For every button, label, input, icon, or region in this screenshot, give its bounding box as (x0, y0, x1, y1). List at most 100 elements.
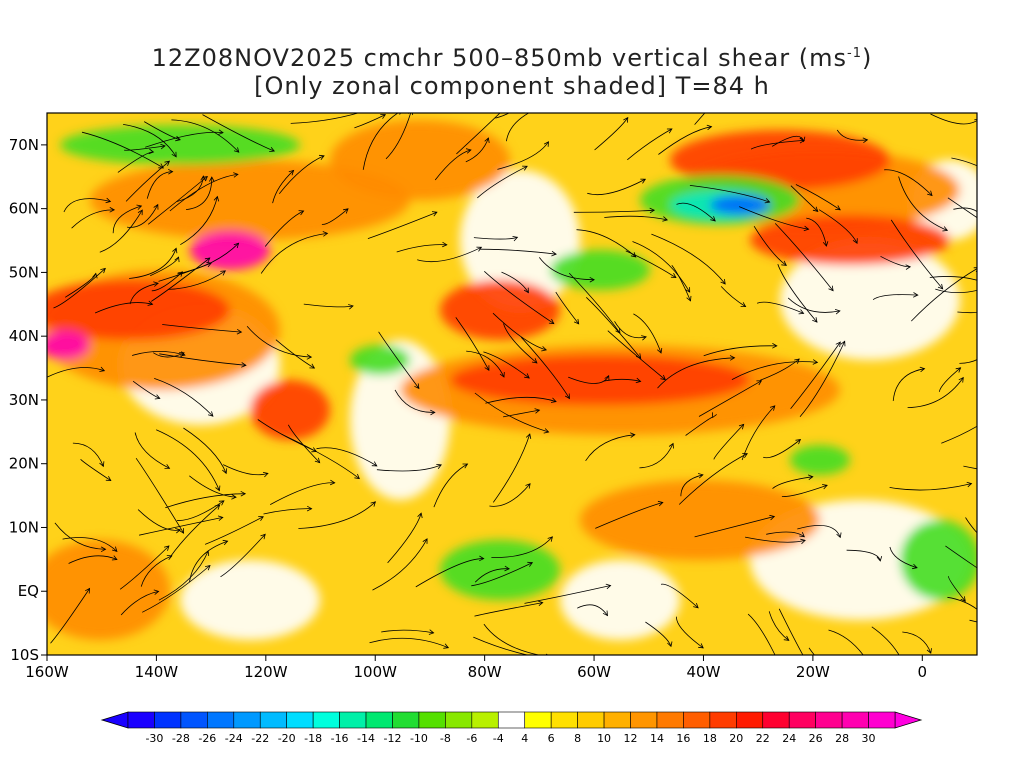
colorbar-low-arrow (100, 711, 129, 729)
streamline-52 (477, 165, 528, 199)
streamline-184 (189, 540, 228, 583)
streamline-arrow-50 (913, 292, 919, 298)
shade-patch-3 (780, 240, 960, 360)
colorbar-label-6: -18 (304, 732, 322, 745)
streamline-41 (367, 211, 438, 239)
colorbar-swatch-26 (815, 711, 843, 729)
streamline-arrow-215 (635, 377, 642, 384)
streamlines (47, 65, 1024, 655)
streamline-15 (53, 268, 106, 309)
streamline-arrow-111 (635, 353, 642, 359)
streamline-arrow-122 (298, 210, 305, 216)
streamline-arrow-59 (697, 473, 704, 479)
streamline-arrow-139 (795, 438, 802, 445)
streamline-159 (387, 513, 422, 564)
colorbar-label-13: -4 (493, 732, 504, 745)
streamline-95 (376, 464, 442, 472)
streamline-arrow-91 (164, 464, 171, 469)
streamline-arrow-64 (551, 250, 557, 257)
streamline-71 (889, 483, 972, 491)
streamline-arrow-175 (783, 635, 790, 641)
shade-patch-10 (90, 160, 410, 240)
colorbar-label-17: 10 (597, 732, 611, 745)
streamline-arrow-195 (772, 343, 778, 349)
streamline-arrow-25 (160, 143, 166, 150)
streamline-arrow-33 (710, 216, 716, 222)
streamline-178 (963, 465, 977, 470)
streamline-arrow-45 (822, 484, 828, 490)
shade-patch-15 (47, 280, 230, 340)
streamline-arrow-31 (800, 538, 806, 545)
streamline-172 (497, 141, 549, 170)
lon-tick-label-3: 100W (354, 663, 398, 681)
streamline-arrow-62 (177, 271, 184, 277)
streamline-195 (703, 345, 777, 357)
streamline-arrow-153 (840, 340, 846, 347)
colorbar-label-16: 8 (574, 732, 581, 745)
streamline-arrow-71 (966, 481, 973, 488)
lat-tick-label-7: 60N (9, 200, 39, 218)
streamline-138 (474, 602, 543, 617)
streamline-129 (278, 155, 325, 194)
streamline-arrow-124 (525, 483, 531, 489)
streamline-34 (938, 367, 961, 392)
streamline-arrow-60 (137, 209, 143, 216)
shade-patch-19 (440, 280, 560, 340)
streamline-arrow-66 (807, 474, 814, 481)
streamline-arrow-218 (769, 514, 776, 521)
streamline-arrow-150 (912, 563, 918, 570)
streamline-119 (484, 271, 555, 324)
streamline-97 (135, 457, 184, 534)
streamline-arrow-170 (233, 172, 239, 178)
streamline-72 (204, 516, 264, 545)
streamline-120 (316, 447, 378, 467)
streamline-206 (795, 184, 841, 211)
streamline-33 (676, 202, 716, 222)
colorbar-label-11: -8 (440, 732, 451, 745)
streamline-arrow-198 (428, 629, 435, 635)
colorbar-swatch-10 (392, 711, 420, 729)
streamline-171 (492, 312, 547, 351)
streamline-114 (573, 209, 655, 213)
colorbar-swatch-7 (312, 711, 340, 729)
streamline-arrow-167 (756, 380, 763, 386)
streamline-151 (145, 131, 224, 148)
lat-tick-label-3: 20N (9, 455, 39, 473)
streamline-arrow-118 (983, 221, 988, 226)
colorbar-swatch-12 (445, 711, 473, 729)
streamline-68 (720, 286, 746, 307)
streamline-106 (951, 157, 977, 167)
streamline-16 (471, 562, 533, 587)
colorbar-swatch-21 (683, 711, 711, 729)
streamline-arrow-214 (1019, 642, 1024, 647)
streamline-arrow-161 (623, 116, 629, 123)
streamline-arrow-93 (919, 366, 926, 373)
streamline-58 (633, 313, 662, 354)
streamline-arrow-133 (205, 564, 211, 571)
streamline-arrow-172 (543, 141, 549, 147)
streamline-61 (129, 282, 159, 305)
streamline-173 (492, 433, 531, 503)
shade-patch-22 (47, 330, 90, 360)
colorbar-swatch-22 (709, 711, 737, 729)
longitude-axis: 160W 140W 120W 100W 80W 60W 40W 20W 0 (25, 655, 927, 681)
streamline-124 (489, 483, 531, 507)
streamline-60 (99, 209, 143, 253)
streamline-186 (275, 339, 315, 369)
streamline-arrow-174 (835, 341, 841, 348)
streamline-170 (169, 174, 238, 212)
streamline-113 (689, 185, 770, 203)
streamline-91 (134, 432, 170, 469)
streamline-121 (760, 358, 800, 381)
streamline-arrow-141 (747, 65, 752, 70)
colorbar-label-21: 18 (703, 732, 717, 745)
streamline-169 (147, 176, 208, 225)
streamline-arrow-46 (981, 421, 986, 425)
colorbar-label-1: -28 (172, 732, 190, 745)
streamline-164 (220, 534, 266, 578)
streamline-163 (146, 171, 173, 199)
streamline-arrow-205 (207, 411, 214, 417)
streamline-arrow-171 (541, 346, 548, 352)
streamline-arrow-212 (465, 148, 472, 154)
streamline-134 (473, 236, 518, 240)
